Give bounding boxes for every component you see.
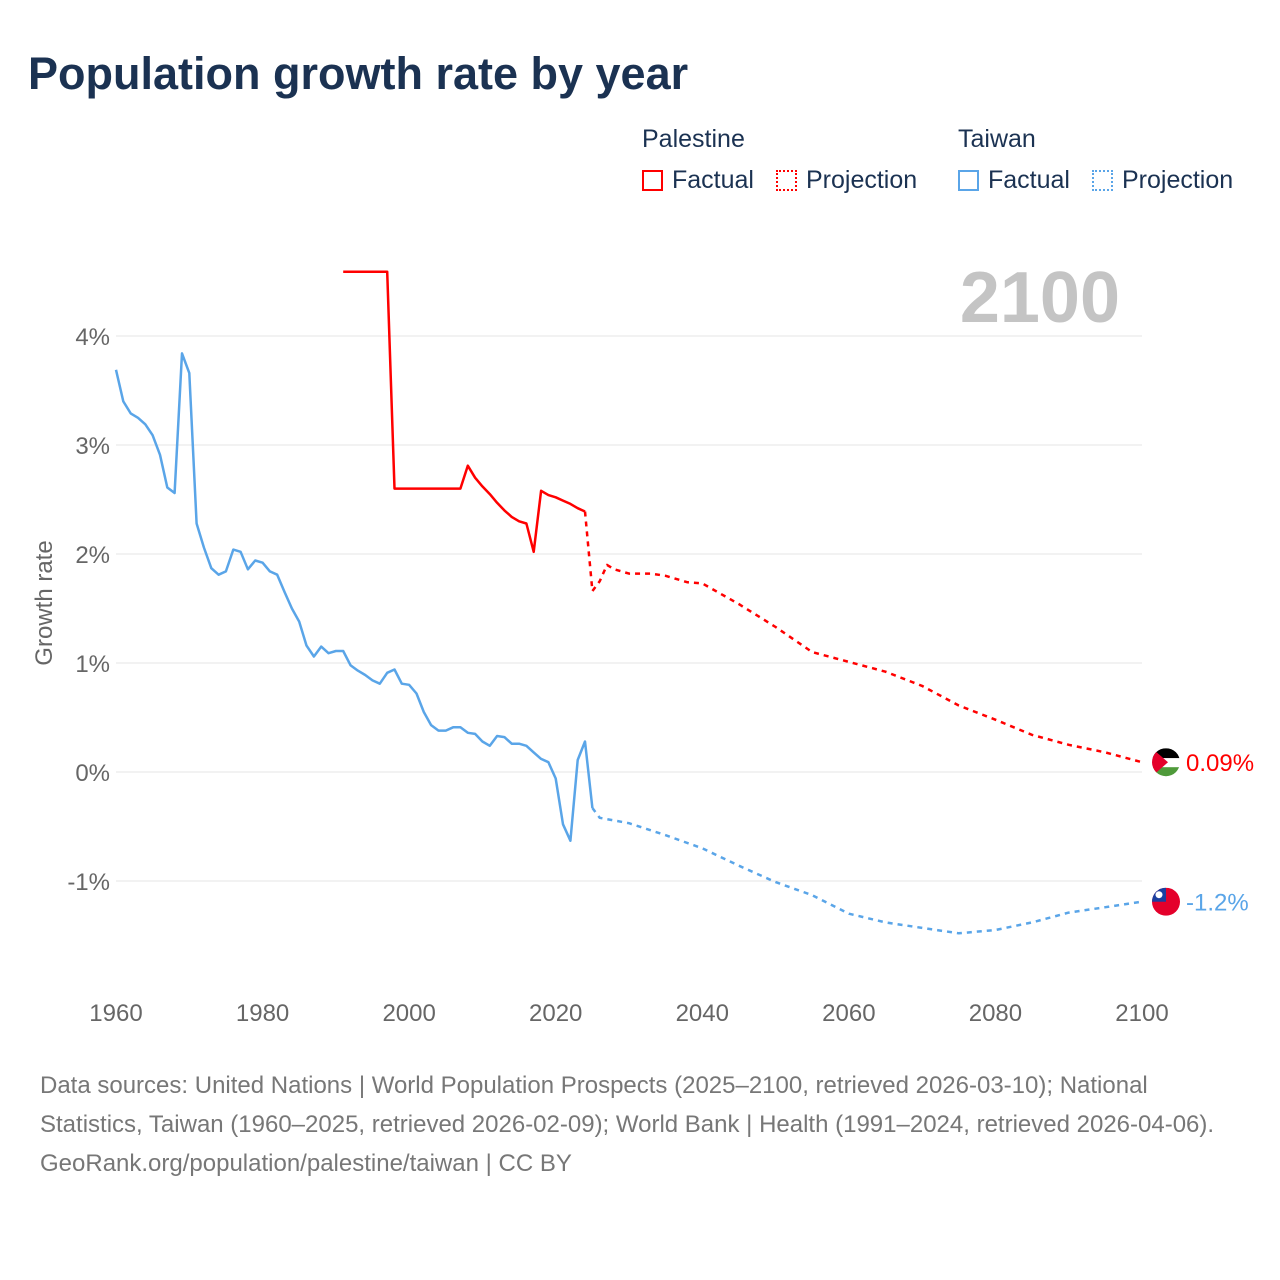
- palestine-factual-line: [343, 270, 586, 554]
- legend-label: Projection: [1122, 166, 1234, 194]
- x-tick-label: 2020: [529, 1000, 582, 1027]
- legend-swatch: [642, 170, 663, 191]
- credit-link[interactable]: GeoRank.org/population/palestine/taiwan …: [40, 1150, 572, 1177]
- legend-group-palestine: Palestine: [642, 125, 745, 153]
- palestine-end-value: 0.09%: [1186, 750, 1254, 777]
- line-chart: -1% 0% 1% 2% 3% 4% 1960 1980 2000 2020 2040 2060 208…: [31, 258, 1254, 1027]
- flag-stripe: [1152, 767, 1180, 777]
- legend-swatch: [1092, 170, 1113, 191]
- y-tick-label: 1%: [75, 651, 110, 678]
- legend-palestine-factual[interactable]: Factual: [642, 166, 754, 195]
- legend-label: Factual: [988, 166, 1070, 194]
- taiwan-projection-line: [591, 807, 1143, 935]
- taiwan-flag-icon: [1152, 887, 1180, 916]
- data-sources: Data sources: United Nations | World Pop…: [40, 1072, 1215, 1138]
- footer: Data sources: United Nations | World Pop…: [40, 1066, 1250, 1183]
- legend-swatch: [958, 170, 979, 191]
- palestine-projection-line: [583, 511, 1143, 764]
- palestine-flag-icon: [1152, 748, 1180, 777]
- flag-triangle: [1152, 748, 1168, 777]
- y-tick-label: -1%: [67, 869, 110, 896]
- flag-stripe: [1152, 748, 1180, 759]
- year-indicator: 2100: [960, 258, 1120, 338]
- legend-palestine-projection[interactable]: Projection: [776, 166, 917, 195]
- x-tick-label: 2000: [382, 1000, 435, 1027]
- y-axis-label: Growth rate: [31, 540, 58, 665]
- page-title: Population growth rate by year: [28, 48, 689, 99]
- taiwan-end-value: -1.2%: [1186, 890, 1249, 917]
- legend-group-taiwan: Taiwan: [958, 125, 1036, 153]
- legend-taiwan-projection[interactable]: Projection: [1092, 166, 1233, 195]
- legend-label: Factual: [672, 166, 754, 194]
- x-tick-label: 2100: [1115, 1000, 1168, 1027]
- legend-taiwan-factual[interactable]: Factual: [958, 166, 1070, 195]
- x-tick-label: 1960: [89, 1000, 142, 1027]
- y-tick-label: 3%: [75, 433, 110, 460]
- flag-sun: [1155, 891, 1163, 899]
- y-tick-label: 2%: [75, 542, 110, 569]
- legend-swatch: [776, 170, 797, 191]
- taiwan-factual-line: [114, 352, 594, 842]
- legend-label: Projection: [806, 166, 918, 194]
- y-tick-label: 0%: [75, 760, 110, 787]
- x-tick-label: 1980: [236, 1000, 289, 1027]
- x-tick-label: 2080: [969, 1000, 1022, 1027]
- x-tick-label: 2040: [676, 1000, 729, 1027]
- y-tick-label: 4%: [75, 324, 110, 351]
- x-tick-label: 2060: [822, 1000, 875, 1027]
